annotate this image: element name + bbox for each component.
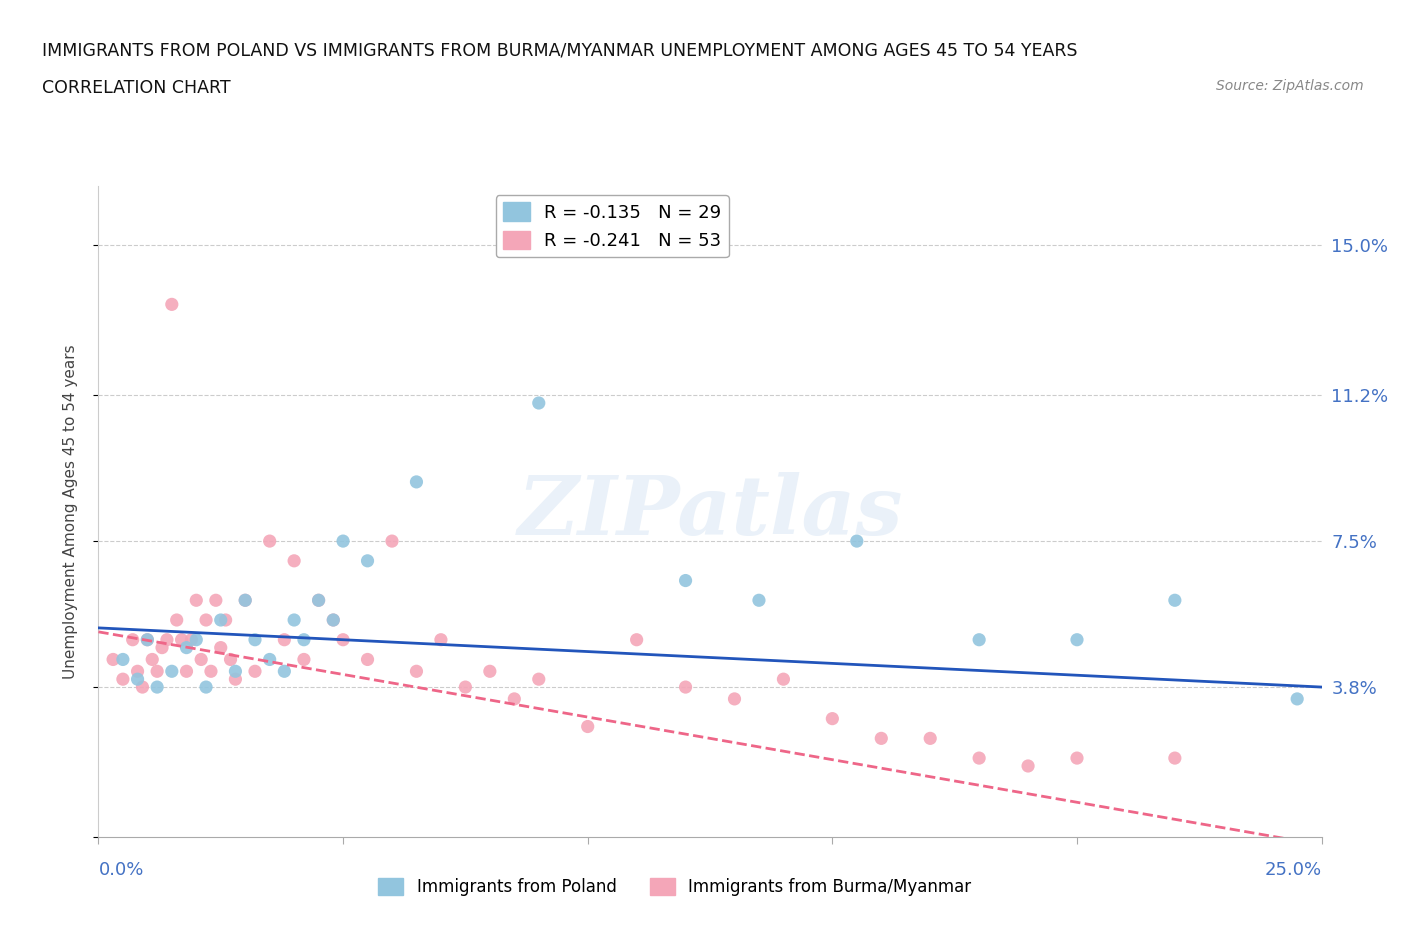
Text: Source: ZipAtlas.com: Source: ZipAtlas.com	[1216, 79, 1364, 93]
Point	[527, 671, 550, 686]
Point	[190, 652, 212, 667]
Point	[259, 652, 281, 667]
Point	[430, 632, 453, 647]
Point	[1066, 751, 1088, 765]
Text: ZIPatlas: ZIPatlas	[517, 472, 903, 551]
Point	[821, 711, 844, 726]
Point	[845, 534, 868, 549]
Point	[111, 652, 134, 667]
Point	[136, 632, 159, 647]
Point	[209, 613, 232, 628]
Point	[131, 680, 153, 695]
Point	[186, 632, 208, 647]
Point	[1286, 692, 1309, 707]
Point	[292, 632, 315, 647]
Point	[454, 680, 477, 695]
Point	[200, 664, 222, 679]
Point	[243, 632, 266, 647]
Point	[576, 719, 599, 734]
Text: IMMIGRANTS FROM POLAND VS IMMIGRANTS FROM BURMA/MYANMAR UNEMPLOYMENT AMONG AGES : IMMIGRANTS FROM POLAND VS IMMIGRANTS FRO…	[42, 42, 1077, 60]
Point	[322, 613, 344, 628]
Point	[527, 395, 550, 410]
Point	[626, 632, 648, 647]
Point	[205, 592, 228, 607]
Point	[381, 534, 404, 549]
Point	[405, 474, 427, 489]
Point	[308, 592, 330, 607]
Point	[1164, 751, 1187, 765]
Text: 0.0%: 0.0%	[98, 860, 143, 879]
Point	[967, 632, 990, 647]
Point	[243, 664, 266, 679]
Point	[283, 553, 305, 568]
Point	[1066, 632, 1088, 647]
Point	[675, 680, 697, 695]
Point	[160, 664, 183, 679]
Point	[920, 731, 942, 746]
Y-axis label: Unemployment Among Ages 45 to 54 years: Unemployment Among Ages 45 to 54 years	[63, 344, 77, 679]
Point	[101, 652, 124, 667]
Point	[356, 652, 378, 667]
Point	[195, 680, 218, 695]
Point	[224, 664, 246, 679]
Point	[273, 664, 295, 679]
Point	[150, 640, 173, 655]
Legend: R = -0.135   N = 29, R = -0.241   N = 53: R = -0.135 N = 29, R = -0.241 N = 53	[496, 195, 728, 258]
Point	[111, 671, 134, 686]
Point	[405, 664, 427, 679]
Point	[176, 640, 198, 655]
Point	[332, 534, 354, 549]
Point	[967, 751, 990, 765]
Point	[214, 613, 236, 628]
Point	[219, 652, 242, 667]
Point	[224, 671, 246, 686]
Point	[141, 652, 163, 667]
Point	[723, 692, 745, 707]
Text: CORRELATION CHART: CORRELATION CHART	[42, 79, 231, 97]
Point	[870, 731, 893, 746]
Point	[503, 692, 526, 707]
Point	[478, 664, 501, 679]
Point	[146, 680, 169, 695]
Point	[166, 613, 188, 628]
Point	[127, 664, 149, 679]
Point	[1164, 592, 1187, 607]
Point	[772, 671, 794, 686]
Point	[1017, 759, 1039, 774]
Point	[748, 592, 770, 607]
Point	[180, 632, 202, 647]
Point	[308, 592, 330, 607]
Point	[176, 664, 198, 679]
Point	[292, 652, 315, 667]
Point	[356, 553, 378, 568]
Legend: Immigrants from Poland, Immigrants from Burma/Myanmar: Immigrants from Poland, Immigrants from …	[371, 871, 979, 903]
Point	[127, 671, 149, 686]
Point	[195, 613, 218, 628]
Point	[233, 592, 256, 607]
Point	[136, 632, 159, 647]
Point	[332, 632, 354, 647]
Point	[233, 592, 256, 607]
Text: 25.0%: 25.0%	[1264, 860, 1322, 879]
Point	[146, 664, 169, 679]
Point	[186, 592, 208, 607]
Point	[259, 534, 281, 549]
Point	[160, 297, 183, 312]
Point	[209, 640, 232, 655]
Point	[170, 632, 193, 647]
Point	[283, 613, 305, 628]
Point	[273, 632, 295, 647]
Point	[322, 613, 344, 628]
Point	[121, 632, 143, 647]
Point	[156, 632, 179, 647]
Point	[675, 573, 697, 588]
